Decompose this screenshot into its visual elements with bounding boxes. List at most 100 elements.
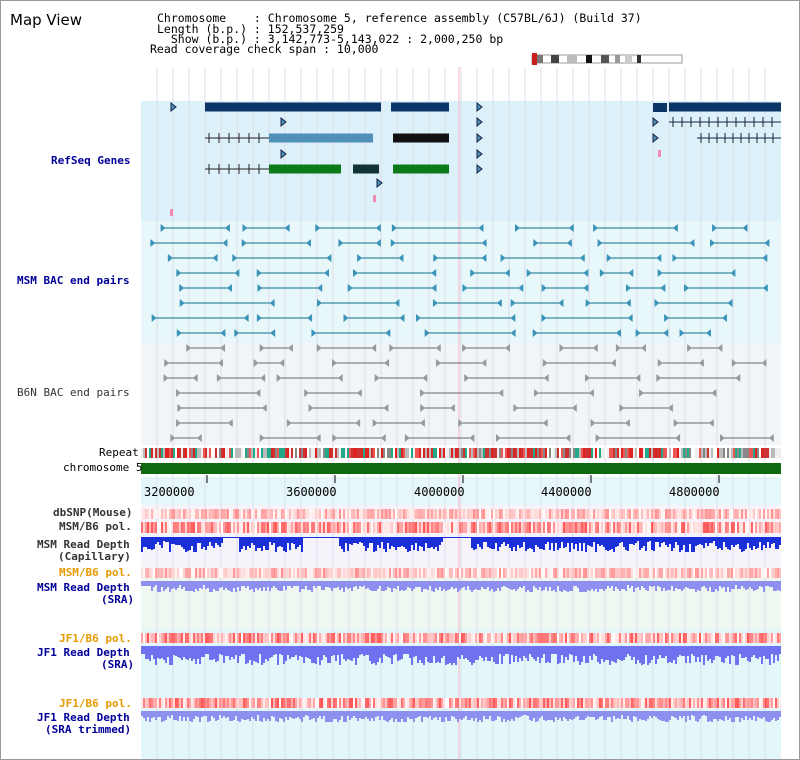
repeat-segment <box>545 448 547 458</box>
polymorphism-cell <box>607 568 609 578</box>
polymorphism-cell <box>567 698 569 708</box>
read-depth-bar <box>473 537 475 550</box>
track-label-msm-depth-capillary[interactable]: MSM Read Depth <box>37 538 130 551</box>
b6n-bac-end <box>585 374 591 382</box>
chromosome-ideogram[interactable] <box>531 53 683 65</box>
read-depth-bar <box>701 537 703 545</box>
b6n-bac-end <box>635 374 641 382</box>
polymorphism-cell <box>347 698 349 708</box>
b6n-bac-end <box>374 374 380 382</box>
read-depth-bar <box>675 537 677 542</box>
polymorphism-cell <box>587 633 589 643</box>
read-depth-bar <box>453 581 455 589</box>
read-depth-bar <box>345 537 347 543</box>
polymorphism-cell <box>357 698 359 708</box>
polymorphism-cell <box>609 633 611 643</box>
polymorphism-cell <box>779 522 781 533</box>
repeat-segment <box>161 448 163 458</box>
msm-bac-end <box>628 269 634 277</box>
polymorphism-cell <box>763 568 765 578</box>
track-label-refseq-genes[interactable]: RefSeq Genes <box>51 154 131 167</box>
read-depth-bar <box>231 581 233 592</box>
polymorphism-cell <box>373 698 375 708</box>
track-label-jf1-depth-trimmed[interactable]: JF1 Read Depth <box>37 711 130 724</box>
read-depth-bar <box>401 581 403 590</box>
polymorphism-cell <box>633 568 635 578</box>
read-depth-bar <box>539 581 541 587</box>
read-depth-bar <box>601 711 603 716</box>
read-depth-bar <box>549 537 551 550</box>
read-depth-bar <box>573 646 575 662</box>
polymorphism-cell <box>663 509 665 519</box>
repeat-segment <box>627 448 629 458</box>
b6n-bac-end <box>504 344 510 352</box>
read-depth-bar <box>345 646 347 661</box>
polymorphism-cell <box>339 698 341 708</box>
polymorphism-cell <box>207 568 209 578</box>
repeat-segment <box>257 448 259 458</box>
msm-bac-end <box>241 239 247 247</box>
read-depth-bar <box>349 711 351 720</box>
polymorphism-cell <box>535 633 537 643</box>
track-label-jf1-depth-sra[interactable]: JF1 Read Depth <box>37 646 130 659</box>
repeat-segment <box>737 448 739 458</box>
ideogram-position-marker[interactable] <box>532 53 537 65</box>
b6n-bac-end <box>220 344 226 352</box>
read-depth-bar <box>309 646 311 659</box>
polymorphism-cell <box>681 568 683 578</box>
repeat-segment <box>385 448 387 458</box>
track-label-jf1-pol[interactable]: JF1/B6 pol. <box>59 632 132 645</box>
read-depth-bar <box>643 646 645 664</box>
read-depth-bar <box>551 537 553 543</box>
read-depth-bar <box>595 537 597 552</box>
polymorphism-cell <box>657 698 659 708</box>
read-depth-bar <box>609 711 611 717</box>
read-depth-bar <box>775 537 777 549</box>
polymorphism-cell <box>169 522 171 533</box>
read-depth-bar <box>413 646 415 657</box>
read-depth-bar <box>151 711 153 718</box>
polymorphism-cell <box>523 698 525 708</box>
read-depth-bar <box>765 711 767 721</box>
read-depth-bar <box>315 537 317 538</box>
polymorphism-cell <box>743 509 745 519</box>
msm-bac-end <box>478 224 484 232</box>
read-depth-bar <box>293 581 295 586</box>
polymorphism-cell <box>569 509 571 519</box>
read-depth-bar <box>469 537 471 538</box>
polymorphism-cell <box>275 509 277 519</box>
msm-bac-end <box>627 314 633 322</box>
read-depth-bar <box>479 581 481 590</box>
read-depth-bar <box>735 581 737 585</box>
b6n-bac-end <box>656 374 662 382</box>
read-depth-bar <box>295 537 297 549</box>
track-label-b6n-bac[interactable]: B6N BAC end pairs <box>17 386 130 399</box>
polymorphism-cell <box>185 509 187 519</box>
track-label-msm-bac[interactable]: MSM BAC end pairs <box>17 274 130 287</box>
read-depth-bar <box>165 537 167 542</box>
read-depth-bar <box>217 646 219 661</box>
read-depth-bar <box>343 646 345 659</box>
polymorphism-cell <box>759 522 761 533</box>
track-label-jf1-pol-trimmed[interactable]: JF1/B6 pol. <box>59 697 132 710</box>
read-depth-bar <box>589 711 591 717</box>
track-label-msm-b6-pol[interactable]: MSM/B6 pol. <box>59 520 132 533</box>
track-label-msm-b6-pol-sra[interactable]: MSM/B6 pol. <box>59 566 132 579</box>
read-depth-bar <box>547 581 549 591</box>
read-depth-bar <box>653 711 655 716</box>
repeat-segment <box>487 448 489 458</box>
read-depth-bar <box>701 646 703 655</box>
read-depth-bar <box>451 537 453 538</box>
polymorphism-cell <box>585 568 587 578</box>
polymorphism-cell <box>733 633 735 643</box>
polymorphism-cell <box>667 522 669 533</box>
read-depth-bar <box>601 537 603 545</box>
read-depth-bar <box>739 537 741 549</box>
read-depth-bar <box>383 581 385 591</box>
polymorphism-cell <box>373 509 375 519</box>
read-depth-bar <box>515 537 517 551</box>
track-label-msm-depth-sra[interactable]: MSM Read Depth <box>37 581 130 594</box>
track-label-dbsnp[interactable]: dbSNP(Mouse) <box>53 506 133 519</box>
polymorphism-cell <box>547 568 549 578</box>
track-label-repeat[interactable]: Repeat <box>99 446 139 459</box>
